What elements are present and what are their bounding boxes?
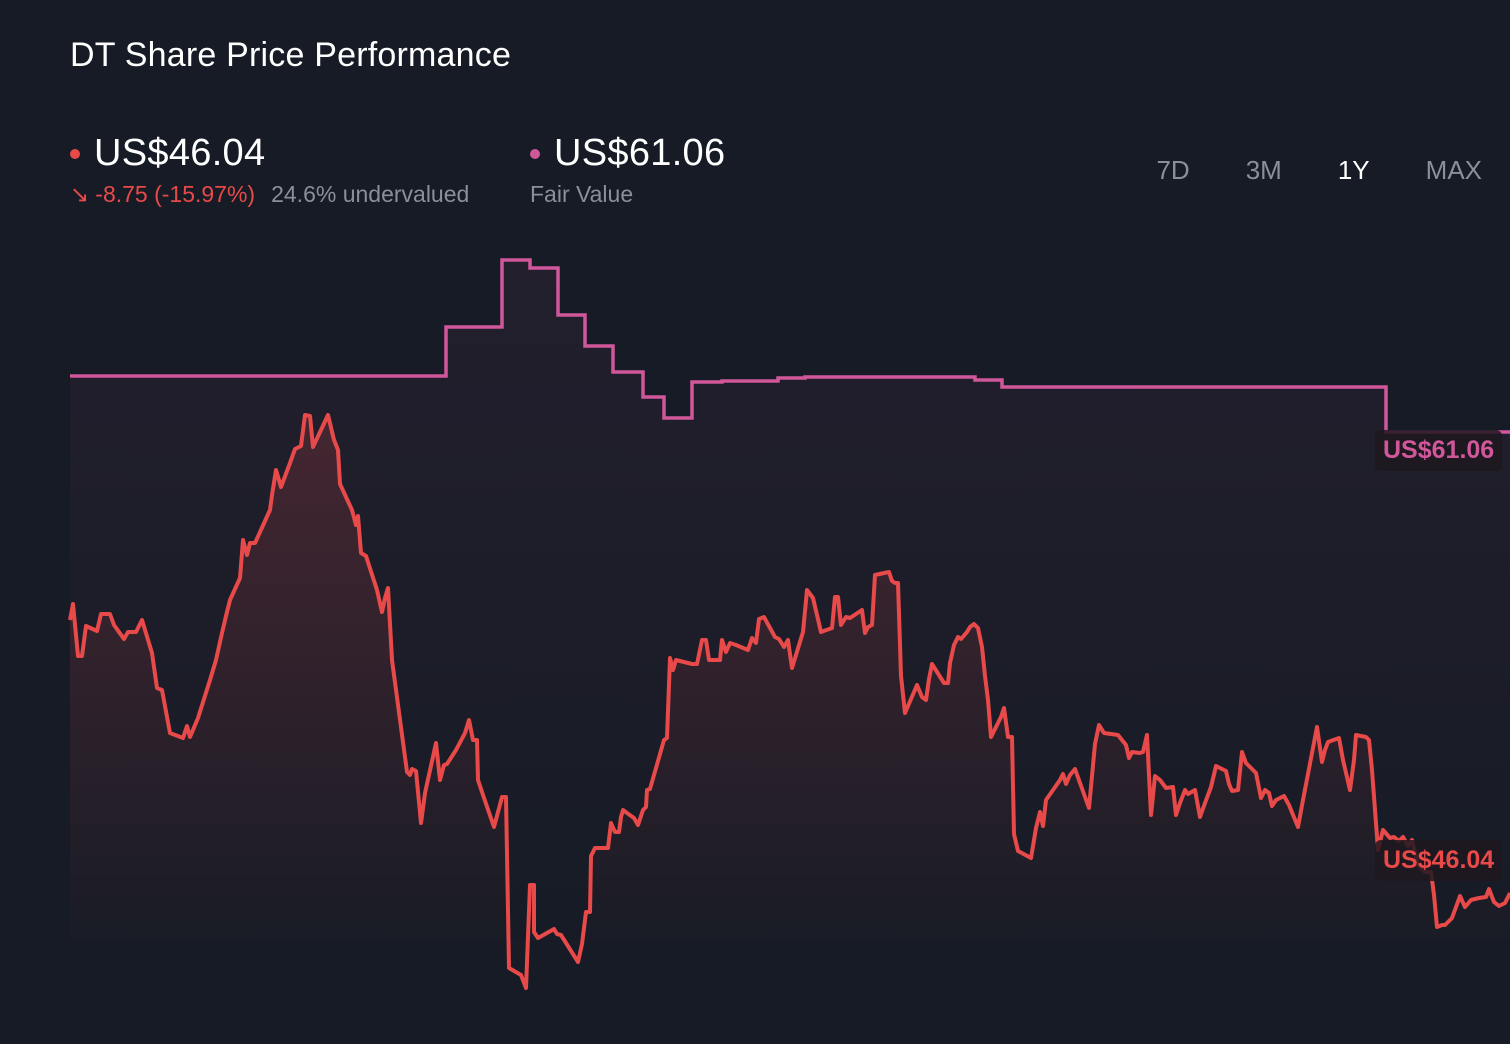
fair-value-amount: US$61.06 bbox=[554, 132, 726, 174]
price-series-dot-icon bbox=[70, 148, 80, 159]
fair-value-line bbox=[70, 258, 1510, 434]
price-tag: US$46.04 bbox=[1375, 840, 1503, 881]
chart-title: DT Share Price Performance bbox=[70, 36, 512, 74]
timeframe-selector: 7D 3M 1Y MAX bbox=[1128, 155, 1482, 186]
timeframe-1y[interactable]: 1Y bbox=[1337, 155, 1370, 185]
arrow-down-right-icon: ↘ bbox=[70, 181, 90, 207]
fair-value-legend: US$61.06 Fair Value bbox=[530, 132, 725, 208]
fair-value-label: Fair Value bbox=[530, 181, 634, 207]
timeframe-3m[interactable]: 3M bbox=[1245, 155, 1282, 185]
price-line bbox=[68, 413, 1510, 990]
fair-value-tag: US$61.06 bbox=[1375, 430, 1503, 471]
fair-value-series-dot-icon bbox=[530, 148, 540, 159]
timeframe-7d[interactable]: 7D bbox=[1156, 155, 1190, 185]
price-change: ↘ -8.75 (-15.97%) bbox=[70, 181, 255, 208]
current-price: US$46.04 bbox=[94, 132, 266, 174]
timeframe-max[interactable]: MAX bbox=[1425, 155, 1482, 185]
price-area bbox=[70, 415, 1510, 988]
valuation-status: 24.6% undervalued bbox=[271, 181, 470, 207]
price-legend: US$46.04 ↘ -8.75 (-15.97%) 24.6% underva… bbox=[70, 132, 469, 208]
price-change-value: -8.75 (-15.97%) bbox=[95, 181, 256, 207]
